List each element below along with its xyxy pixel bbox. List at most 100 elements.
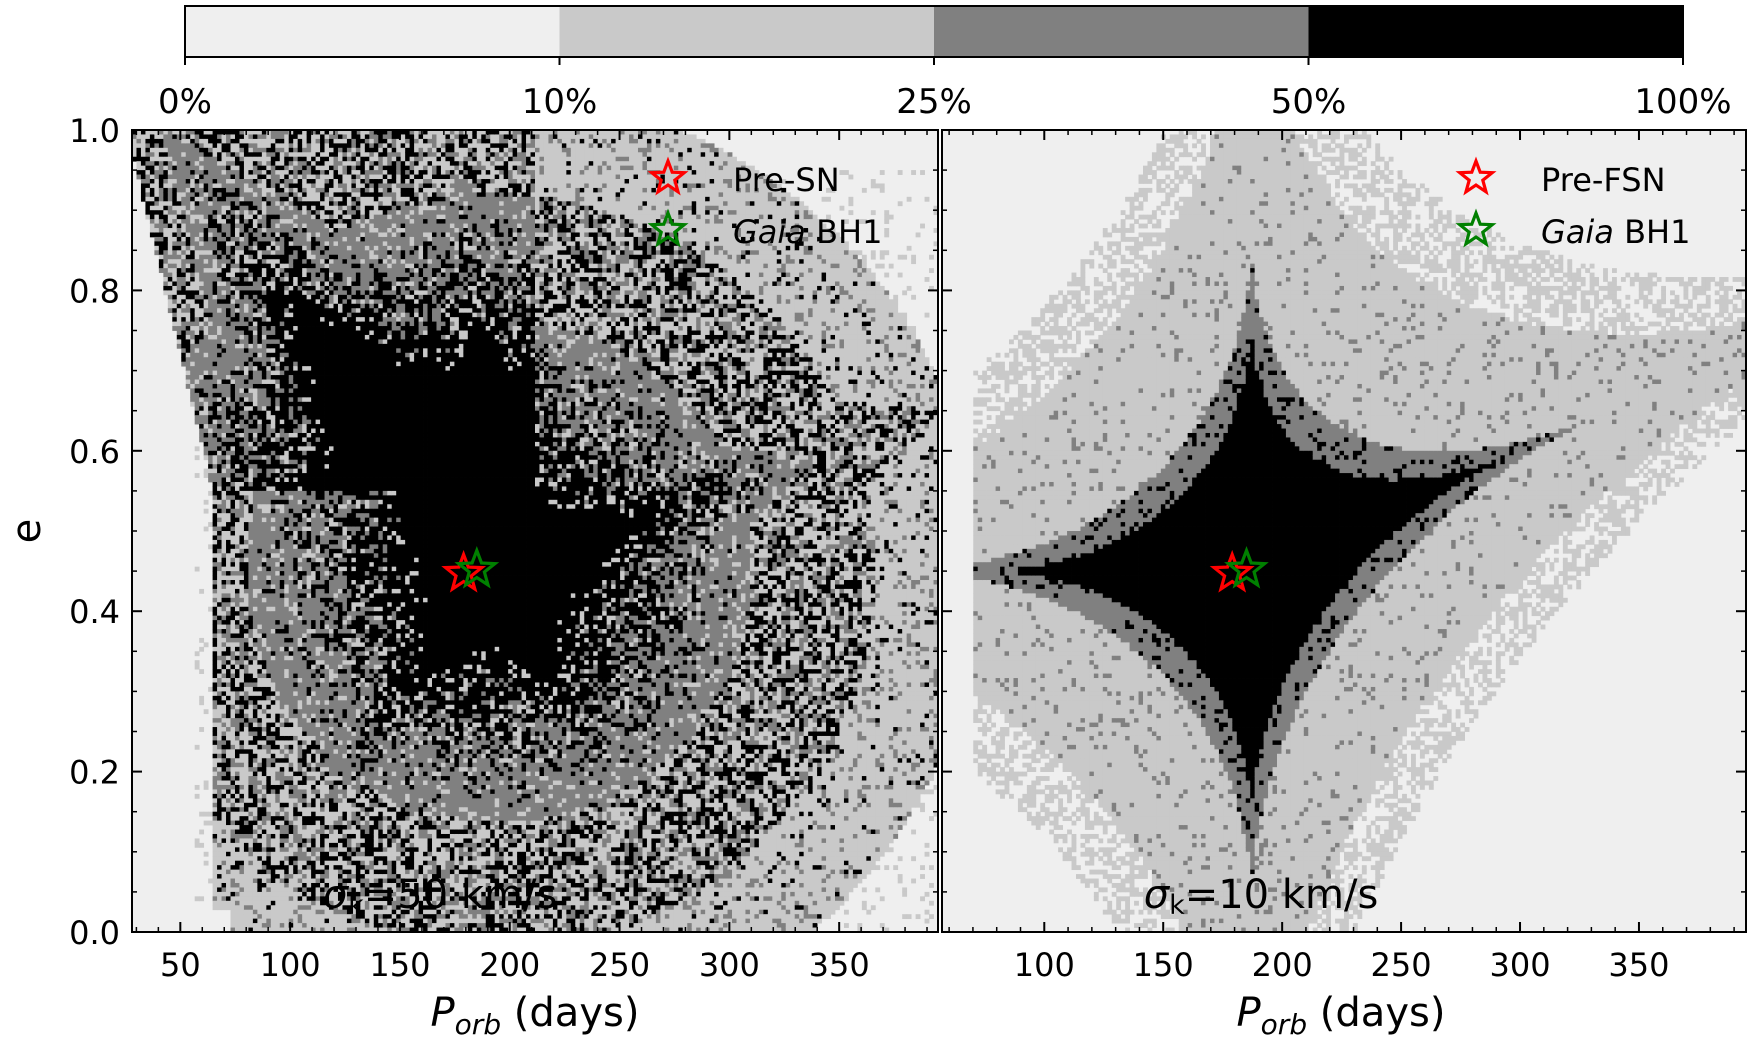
heatmap-cell xyxy=(302,273,307,278)
heatmap-cell xyxy=(231,175,236,180)
heatmap-cell xyxy=(280,264,285,269)
heatmap-cell xyxy=(222,215,227,220)
heatmap-cell xyxy=(307,861,312,866)
heatmap-cell xyxy=(190,215,195,220)
heatmap-cell xyxy=(307,437,312,442)
heatmap-cell xyxy=(284,201,289,206)
heatmap-cell xyxy=(222,201,227,206)
heatmap-cell xyxy=(222,861,227,866)
heatmap-cell xyxy=(262,353,267,358)
heatmap-cell xyxy=(311,161,316,166)
heatmap-cell xyxy=(293,170,298,175)
heatmap-cell xyxy=(239,647,244,652)
heatmap-cell xyxy=(150,179,155,184)
heatmap-cell xyxy=(311,910,316,915)
heatmap-cell xyxy=(217,558,222,563)
heatmap-cell xyxy=(208,264,213,269)
heatmap-cell xyxy=(316,290,321,295)
heatmap-cell xyxy=(213,607,218,612)
heatmap-cell xyxy=(284,682,289,687)
heatmap-cell xyxy=(298,723,303,728)
heatmap-cell xyxy=(271,607,276,612)
heatmap-cell xyxy=(275,727,280,732)
heatmap-cell xyxy=(222,567,227,572)
heatmap-cell xyxy=(136,134,141,139)
heatmap-cell xyxy=(204,331,209,336)
heatmap-cell xyxy=(235,442,240,447)
heatmap-cell xyxy=(289,420,294,425)
heatmap-cell xyxy=(235,215,240,220)
heatmap-cell xyxy=(289,611,294,616)
heatmap-cell xyxy=(280,304,285,309)
heatmap-cell xyxy=(298,745,303,750)
heatmap-cell xyxy=(262,170,267,175)
heatmap-cell xyxy=(253,535,258,540)
heatmap-cell xyxy=(275,237,280,242)
heatmap-cell xyxy=(302,139,307,144)
heatmap-cell xyxy=(248,429,253,434)
heatmap-cell xyxy=(253,478,258,483)
heatmap-cell xyxy=(222,549,227,554)
heatmap-cell xyxy=(222,887,227,892)
heatmap-cell xyxy=(163,237,168,242)
heatmap-cell xyxy=(280,237,285,242)
heatmap-cell xyxy=(217,870,222,875)
heatmap-cell xyxy=(311,402,316,407)
heatmap-cell xyxy=(235,268,240,273)
heatmap-cell xyxy=(280,611,285,616)
heatmap-cell xyxy=(266,865,271,870)
heatmap-cell xyxy=(235,798,240,803)
heatmap-cell xyxy=(213,237,218,242)
heatmap-cell xyxy=(311,522,316,527)
heatmap-cell xyxy=(226,509,231,514)
heatmap-cell xyxy=(293,420,298,425)
heatmap-cell xyxy=(289,464,294,469)
heatmap-cell xyxy=(316,201,321,206)
heatmap-cell xyxy=(262,843,267,848)
heatmap-cell xyxy=(284,879,289,884)
heatmap-cell xyxy=(222,584,227,589)
heatmap-cell xyxy=(284,473,289,478)
heatmap-cell xyxy=(199,313,204,318)
heatmap-cell xyxy=(244,331,249,336)
heatmap-cell xyxy=(298,464,303,469)
heatmap-cell xyxy=(244,353,249,358)
heatmap-cell xyxy=(235,201,240,206)
heatmap-cell xyxy=(271,589,276,594)
heatmap-cell xyxy=(293,411,298,416)
heatmap-cell xyxy=(307,393,312,398)
heatmap-cell xyxy=(248,767,253,772)
heatmap-cell xyxy=(262,740,267,745)
heatmap-cell xyxy=(213,647,218,652)
heatmap-cell xyxy=(311,794,316,799)
heatmap-cell xyxy=(289,874,294,879)
heatmap-cell xyxy=(266,437,271,442)
heatmap-cell xyxy=(293,134,298,139)
heatmap-cell xyxy=(311,718,316,723)
heatmap-cell xyxy=(199,161,204,166)
heatmap-cell xyxy=(235,580,240,585)
heatmap-cell xyxy=(235,402,240,407)
heatmap-cell xyxy=(293,700,298,705)
heatmap-cell xyxy=(289,718,294,723)
heatmap-cell xyxy=(190,317,195,322)
heatmap-cell xyxy=(311,495,316,500)
heatmap-cell xyxy=(271,553,276,558)
heatmap-cell xyxy=(262,821,267,826)
heatmap-cell xyxy=(266,625,271,630)
heatmap-cell xyxy=(231,651,236,656)
heatmap-cell xyxy=(226,763,231,768)
heatmap-cell xyxy=(284,584,289,589)
heatmap-cell xyxy=(307,495,312,500)
heatmap-cell xyxy=(190,344,195,349)
heatmap-cell xyxy=(217,406,222,411)
heatmap-cell xyxy=(253,887,258,892)
heatmap-cell xyxy=(239,718,244,723)
heatmap-cell xyxy=(213,313,218,318)
heatmap-cell xyxy=(253,758,258,763)
heatmap-cell xyxy=(302,558,307,563)
heatmap-cell xyxy=(262,411,267,416)
heatmap-cell xyxy=(217,420,222,425)
heatmap-cell xyxy=(293,830,298,835)
heatmap-cell xyxy=(280,201,285,206)
